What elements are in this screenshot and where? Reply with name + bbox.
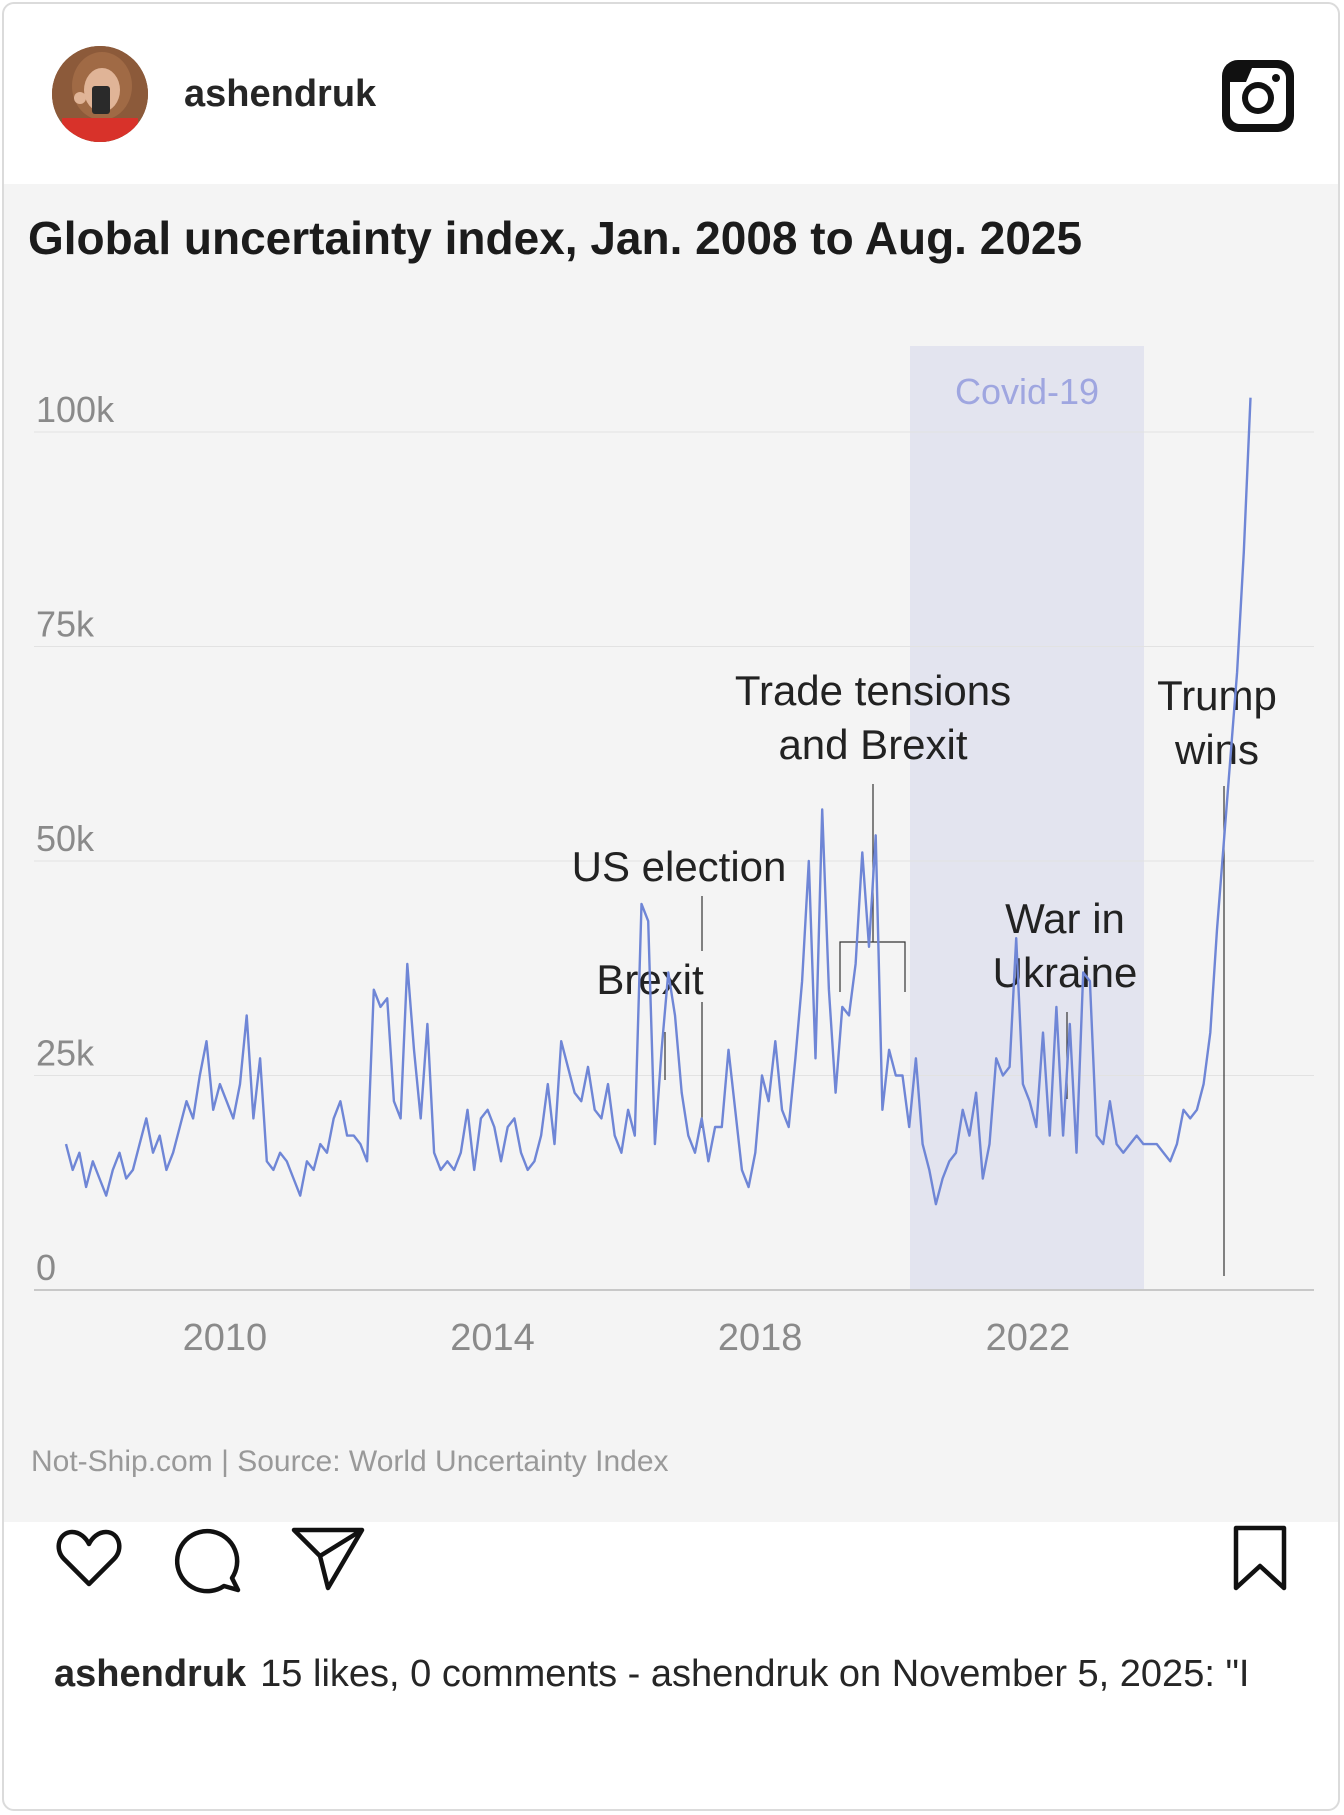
- comment-icon[interactable]: [172, 1524, 252, 1604]
- instagram-logo-icon[interactable]: [1220, 58, 1296, 134]
- post-actions: [4, 1524, 1338, 1614]
- x-tick-label: 2014: [450, 1317, 535, 1359]
- uncertainty-chart: Covid-19 Global uncertainty index, Jan. …: [28, 212, 1314, 1478]
- x-tick-label: 2022: [986, 1317, 1071, 1359]
- send-icon[interactable]: [290, 1524, 370, 1604]
- post-caption: ashendruk 15 likes, 0 comments - ashendru…: [54, 1644, 1254, 1704]
- caption-username[interactable]: ashendruk: [54, 1653, 247, 1695]
- covid-shaded-region: [910, 346, 1144, 1290]
- x-tick-label: 2018: [718, 1317, 803, 1359]
- bookmark-icon[interactable]: [1230, 1524, 1310, 1604]
- post-image[interactable]: Covid-19 Global uncertainty index, Jan. …: [4, 184, 1338, 1522]
- avatar[interactable]: [52, 46, 148, 142]
- annotation-trump-line2: wins: [1174, 726, 1259, 773]
- y-tick-label: 25k: [36, 1033, 95, 1074]
- profile-photo: [52, 46, 148, 142]
- y-tick-label: 75k: [36, 604, 95, 645]
- annotation-war-line1: War in: [1005, 895, 1125, 942]
- annotation-trump-line1: Trump: [1157, 672, 1277, 719]
- annotation-us-election: US election: [572, 843, 787, 890]
- x-tick-label: 2010: [183, 1317, 268, 1359]
- series-line-uncertainty: [64, 397, 1252, 1206]
- y-axis-ticks: 0 25k 50k 75k 100k: [36, 389, 115, 1288]
- x-axis-ticks: 2010 2014 2018 2022: [183, 1317, 1071, 1359]
- caption-text: 15 likes, 0 comments - ashendruk on Nove…: [260, 1653, 1250, 1695]
- source-footer: Not-Ship.com | Source: World Uncertainty…: [31, 1445, 669, 1478]
- covid-label: Covid-19: [955, 371, 1099, 412]
- annotation-trade-line1: Trade tensions: [735, 667, 1011, 714]
- y-tick-label: 100k: [36, 389, 115, 430]
- y-tick-label: 50k: [36, 818, 95, 859]
- post-header: ashendruk: [4, 4, 1338, 184]
- annotation-trade-line2: and Brexit: [778, 721, 967, 768]
- chart-title: Global uncertainty index, Jan. 2008 to A…: [28, 212, 1082, 264]
- trade-bracket: [839, 941, 906, 992]
- y-tick-label: 0: [36, 1247, 56, 1288]
- header-username[interactable]: ashendruk: [184, 73, 377, 115]
- heart-icon[interactable]: [54, 1524, 134, 1604]
- gridlines: [34, 431, 1314, 1291]
